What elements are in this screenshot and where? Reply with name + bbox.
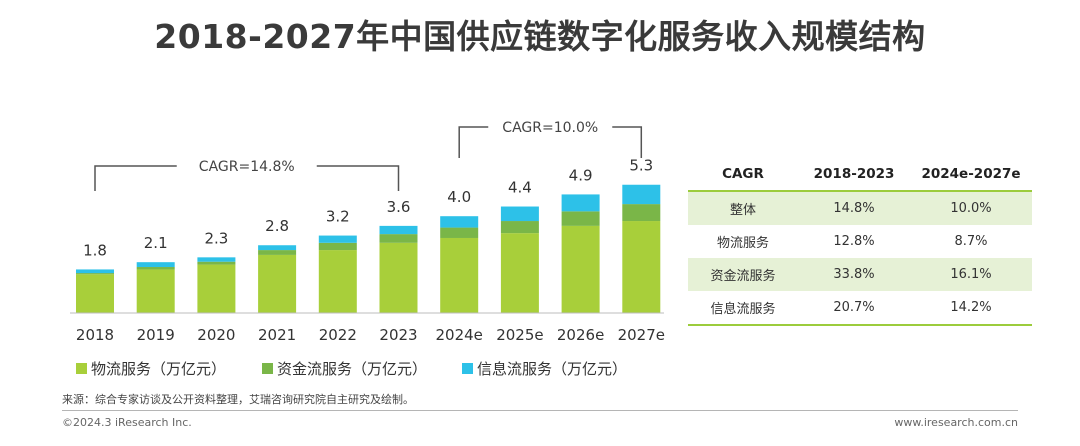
bar-segment-1 bbox=[561, 225, 600, 313]
table-cell: 资金流服务 bbox=[710, 269, 776, 284]
bar-segment-2 bbox=[136, 267, 175, 270]
bar-segment-2 bbox=[379, 234, 418, 243]
x-tick-label: 2022 bbox=[319, 326, 357, 344]
legend-item-capital-flow: 资金流服务（万亿元） bbox=[262, 358, 427, 379]
bar-segment-3 bbox=[379, 225, 418, 235]
table-cell: 14.2% bbox=[950, 300, 992, 315]
x-tick-label: 2018 bbox=[76, 326, 114, 344]
data-label: 3.6 bbox=[387, 198, 411, 216]
website-link[interactable]: www.iresearch.com.cn bbox=[894, 416, 1018, 429]
bar-segment-3 bbox=[500, 206, 539, 222]
copyright-text: ©2024.3 iResearch Inc. bbox=[62, 416, 192, 429]
table-cell: 信息流服务 bbox=[710, 302, 776, 317]
table-cell: 8.7% bbox=[954, 234, 988, 249]
x-tick-label: 2026e bbox=[557, 326, 604, 344]
data-label: 2.8 bbox=[265, 217, 289, 235]
x-tick-label: 2019 bbox=[137, 326, 175, 344]
bar-segment-3 bbox=[440, 216, 479, 228]
bar-segment-3 bbox=[622, 184, 661, 205]
bar-segment-2 bbox=[197, 261, 236, 265]
bar-segment-2 bbox=[622, 204, 661, 222]
data-label: 3.2 bbox=[326, 208, 350, 226]
cagr-annotation: CAGR=14.8% bbox=[199, 159, 295, 175]
table-cell: 14.8% bbox=[833, 201, 875, 216]
data-label: 4.0 bbox=[447, 188, 471, 206]
legend-label: 物流服务（万亿元） bbox=[91, 360, 227, 378]
data-label: 4.9 bbox=[569, 166, 593, 184]
data-label: 2.3 bbox=[204, 229, 228, 247]
bar-segment-1 bbox=[197, 264, 236, 313]
bar-segment-1 bbox=[622, 221, 661, 313]
table-cell: 33.8% bbox=[833, 267, 875, 282]
footer-divider bbox=[62, 410, 1018, 411]
x-tick-label: 2027e bbox=[618, 326, 665, 344]
page-title: 2018-2027年中国供应链数字化服务收入规模结构 bbox=[154, 17, 926, 56]
table-cell: 10.0% bbox=[950, 201, 992, 216]
legend-swatch-logistics bbox=[76, 363, 87, 374]
table-cell: 20.7% bbox=[833, 300, 875, 315]
source-note: 来源：综合专家访谈及公开资料整理，艾瑞咨询研究院自主研究及绘制。 bbox=[62, 393, 414, 406]
x-tick-label: 2020 bbox=[197, 326, 235, 344]
table-cell: 整体 bbox=[730, 203, 757, 218]
bar-segment-1 bbox=[136, 269, 175, 313]
table-header-cell: CAGR bbox=[722, 166, 764, 182]
bar-segment-1 bbox=[318, 250, 357, 313]
data-label: 4.4 bbox=[508, 179, 532, 197]
legend-label: 资金流服务（万亿元） bbox=[277, 360, 428, 378]
cagr-annotation: CAGR=10.0% bbox=[502, 120, 598, 136]
cagr-bracket bbox=[458, 126, 489, 158]
cagr-bracket bbox=[612, 126, 643, 158]
bar-segment-3 bbox=[136, 262, 175, 268]
x-tick-label: 2023 bbox=[379, 326, 417, 344]
bar-segment-2 bbox=[76, 273, 114, 275]
bar-segment-1 bbox=[379, 242, 418, 313]
legend-swatch-capital-flow bbox=[262, 363, 273, 374]
table-header-cell: 2018-2023 bbox=[813, 166, 895, 182]
bar-segment-2 bbox=[440, 227, 479, 238]
table-cell: 16.1% bbox=[950, 267, 992, 282]
bar-segment-3 bbox=[76, 269, 114, 274]
bar-segment-3 bbox=[197, 257, 236, 262]
bar-segment-2 bbox=[318, 242, 357, 251]
bar-segment-1 bbox=[440, 237, 479, 313]
table-header-cell: 2024e-2027e bbox=[921, 166, 1021, 182]
x-tick-label: 2021 bbox=[258, 326, 296, 344]
legend-label: 信息流服务（万亿元） bbox=[477, 360, 628, 378]
data-label: 5.3 bbox=[629, 157, 653, 175]
bar-segment-3 bbox=[561, 194, 600, 212]
table-header-row: CAGR 2018-2023 2024e-2027e bbox=[688, 158, 1032, 191]
x-tick-label: 2024e bbox=[435, 326, 482, 344]
table-row: 整体 14.8% 10.0% bbox=[688, 191, 1032, 225]
bar-segment-3 bbox=[318, 235, 357, 243]
legend-item-info-flow: 信息流服务（万亿元） bbox=[462, 358, 627, 379]
table-row: 信息流服务 20.7% 14.2% bbox=[688, 291, 1032, 325]
bar-segment-2 bbox=[561, 211, 600, 226]
table-row: 物流服务 12.8% 8.7% bbox=[688, 225, 1032, 258]
bar-segment-3 bbox=[258, 245, 297, 251]
bar-segment-1 bbox=[258, 254, 297, 313]
bar-segment-1 bbox=[76, 274, 114, 313]
table-cell: 12.8% bbox=[833, 234, 875, 249]
table-cell: 物流服务 bbox=[717, 236, 770, 251]
bar-segment-1 bbox=[500, 233, 539, 313]
table-row: 资金流服务 33.8% 16.1% bbox=[688, 258, 1032, 291]
bar-segment-2 bbox=[258, 250, 297, 255]
legend-swatch-info-flow bbox=[462, 363, 473, 374]
data-label: 1.8 bbox=[83, 241, 107, 259]
x-tick-label: 2025e bbox=[496, 326, 543, 344]
data-label: 2.1 bbox=[144, 234, 168, 252]
bar-segment-2 bbox=[500, 221, 539, 234]
cagr-bracket bbox=[94, 165, 177, 191]
legend-item-logistics: 物流服务（万亿元） bbox=[76, 358, 226, 379]
cagr-table: CAGR 2018-2023 2024e-2027e 整体 14.8% 10.0… bbox=[688, 158, 1032, 326]
cagr-bracket bbox=[316, 165, 400, 191]
